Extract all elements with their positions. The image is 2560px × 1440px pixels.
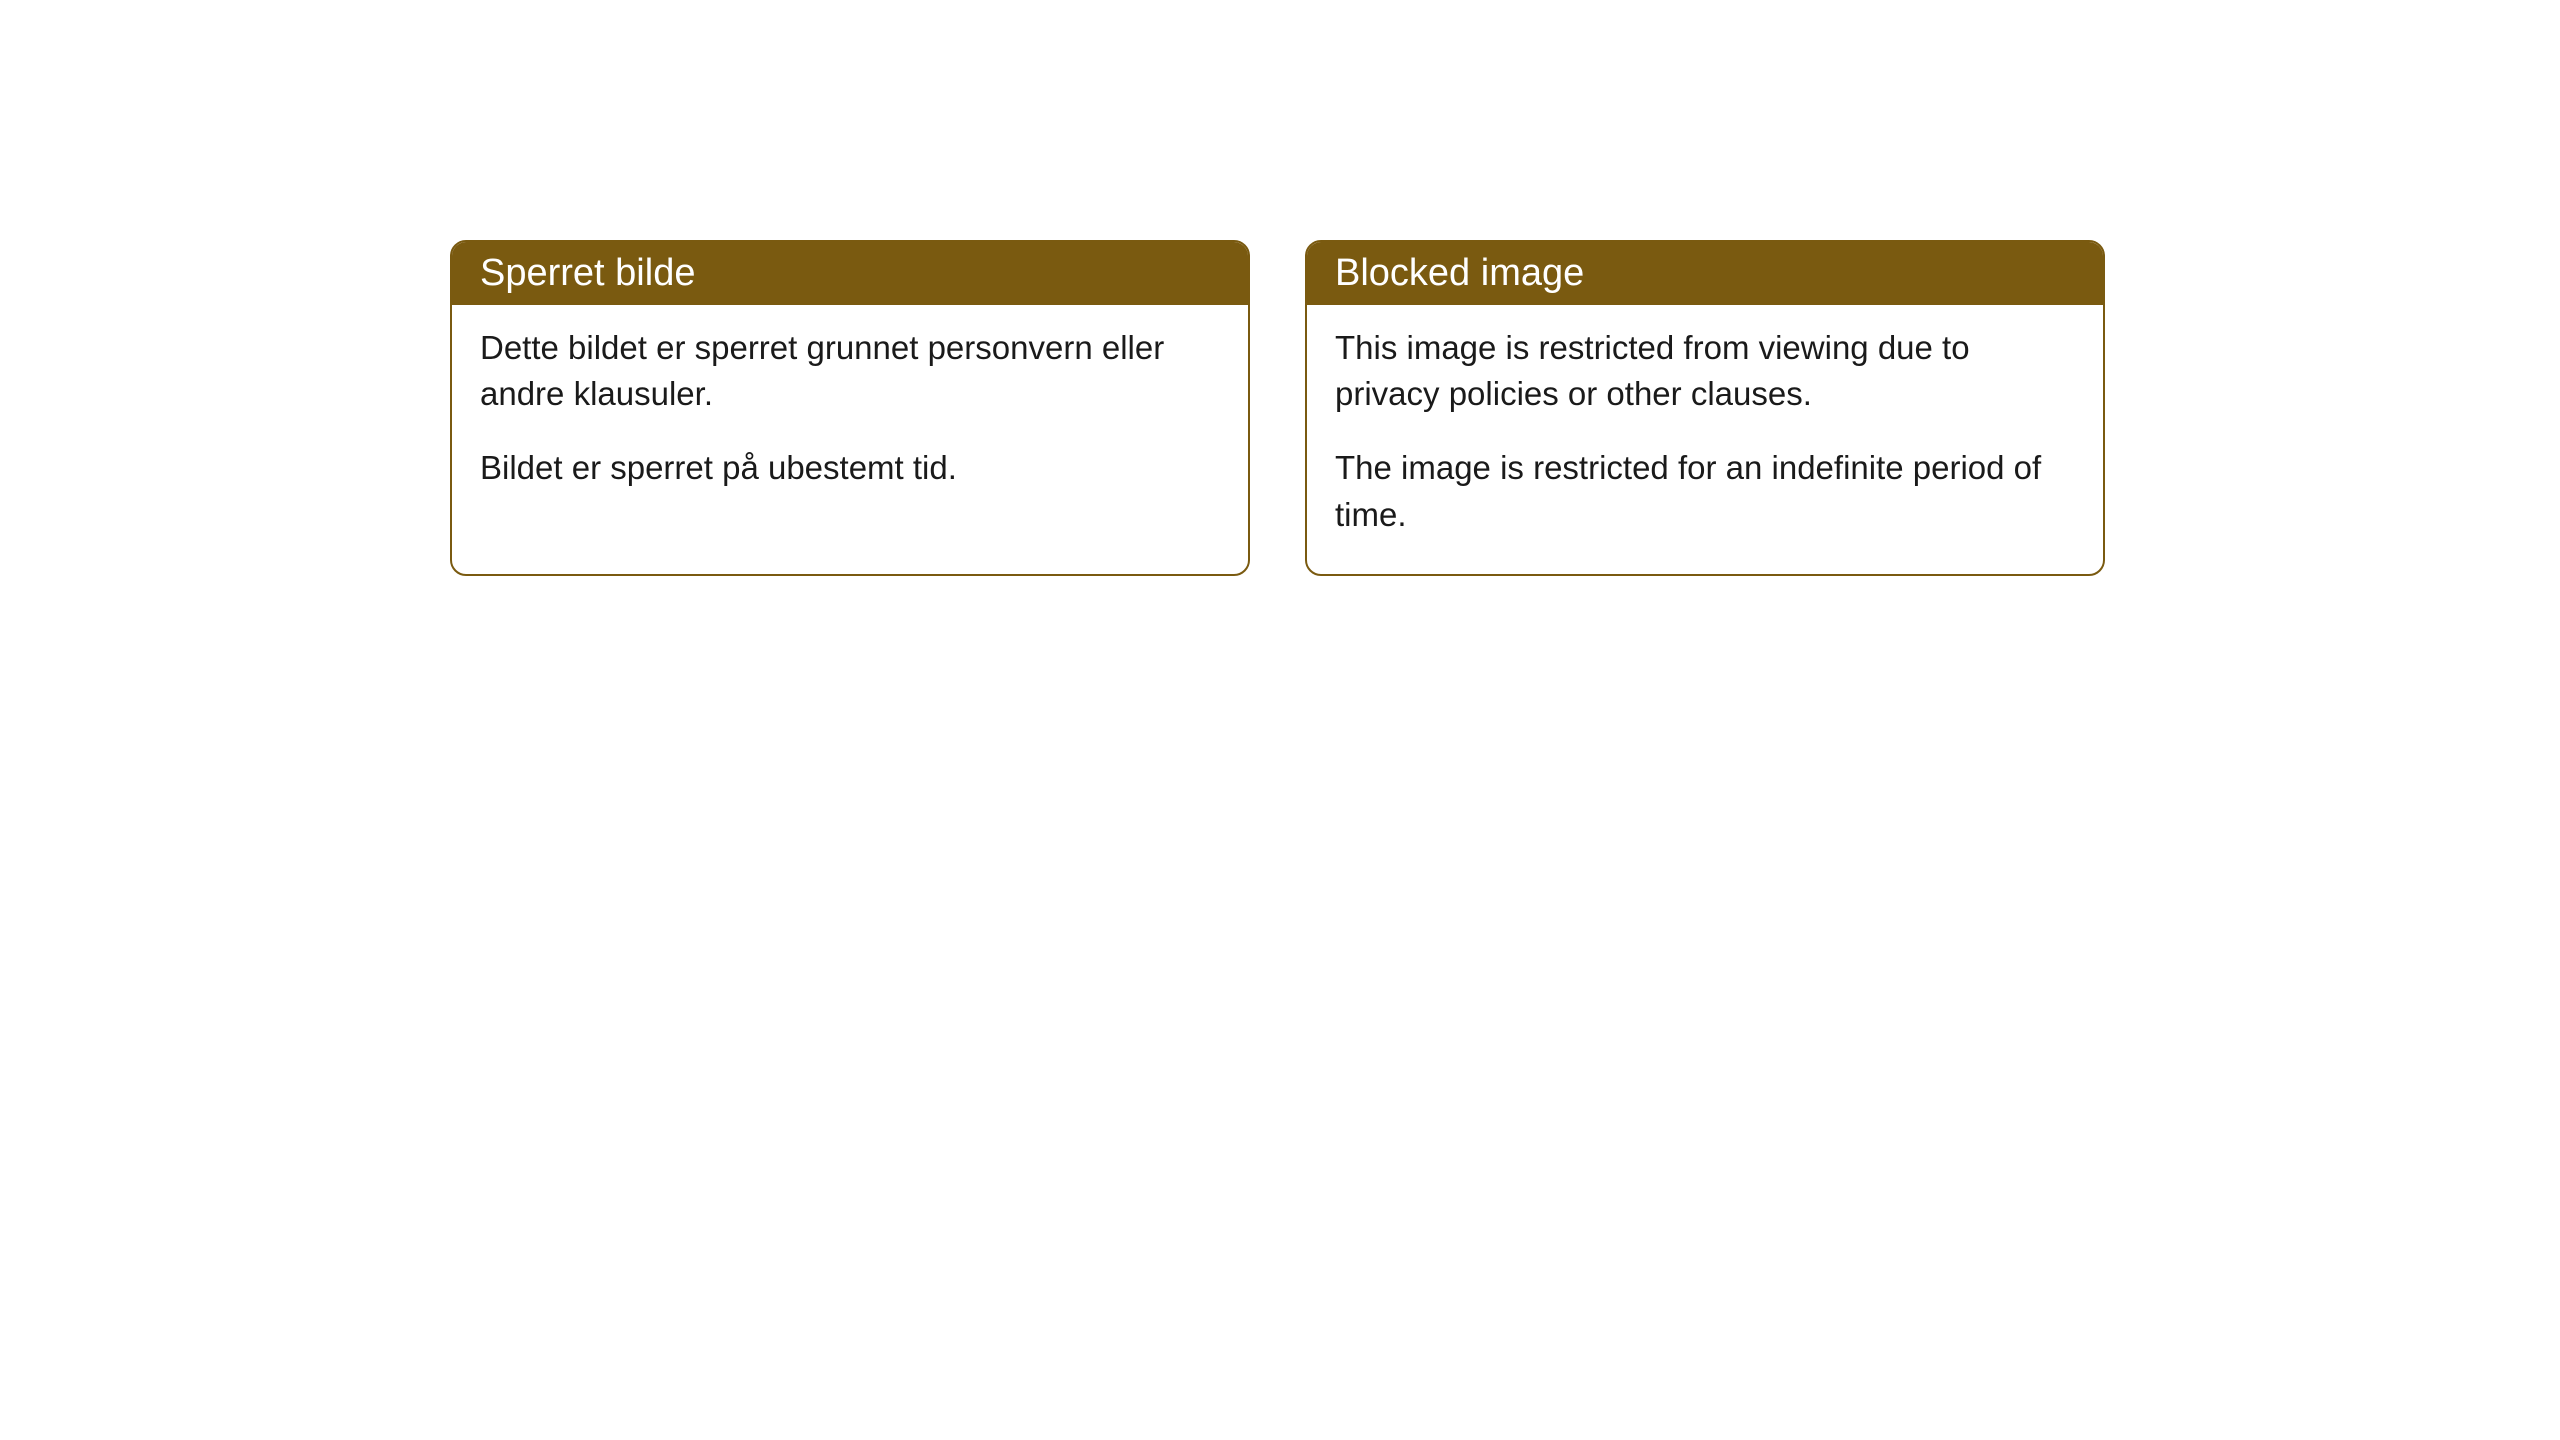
notice-card-norwegian: Sperret bilde Dette bildet er sperret gr…	[450, 240, 1250, 576]
notice-card-english: Blocked image This image is restricted f…	[1305, 240, 2105, 576]
card-body-norwegian: Dette bildet er sperret grunnet personve…	[452, 305, 1248, 528]
card-header-norwegian: Sperret bilde	[452, 242, 1248, 305]
card-text-english-2: The image is restricted for an indefinit…	[1335, 445, 2075, 537]
notice-cards-container: Sperret bilde Dette bildet er sperret gr…	[450, 240, 2105, 576]
card-text-norwegian-1: Dette bildet er sperret grunnet personve…	[480, 325, 1220, 417]
card-text-english-1: This image is restricted from viewing du…	[1335, 325, 2075, 417]
card-header-english: Blocked image	[1307, 242, 2103, 305]
card-body-english: This image is restricted from viewing du…	[1307, 305, 2103, 574]
card-text-norwegian-2: Bildet er sperret på ubestemt tid.	[480, 445, 1220, 491]
